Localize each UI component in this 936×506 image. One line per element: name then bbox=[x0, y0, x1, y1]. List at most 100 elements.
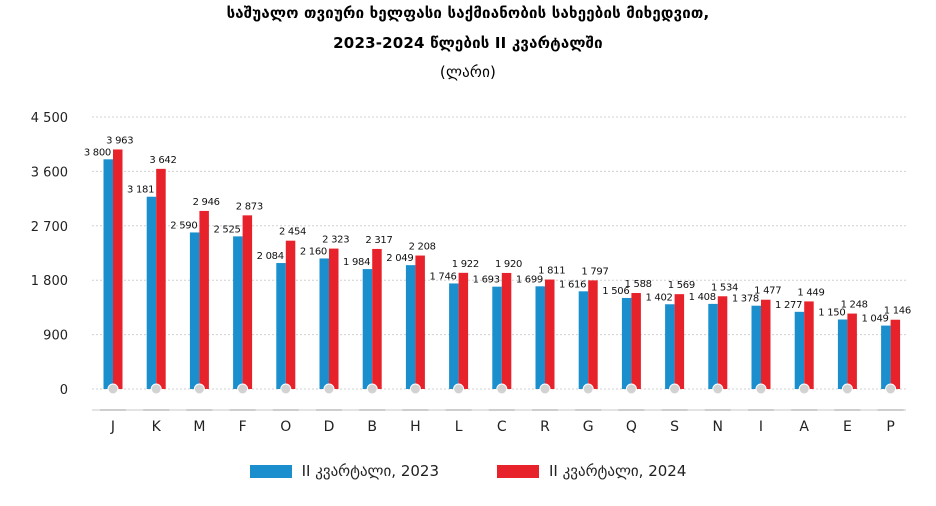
legend-swatch-2023 bbox=[249, 464, 292, 478]
y-tick-label: 3 600 bbox=[31, 165, 68, 180]
y-tick-label: 4 500 bbox=[31, 111, 68, 126]
bar-2024 bbox=[761, 299, 771, 389]
bar-2023 bbox=[665, 304, 675, 389]
category-marker bbox=[539, 383, 551, 395]
chart-unit-label: (ლარი) bbox=[439, 63, 497, 81]
bar-2024 bbox=[242, 215, 253, 389]
bar-2023 bbox=[405, 265, 416, 389]
bar-2024 bbox=[847, 313, 857, 389]
data-label-2023: 1 408 bbox=[689, 292, 716, 303]
bar-2024 bbox=[156, 168, 166, 389]
bar-2023 bbox=[146, 196, 157, 389]
bar-2024 bbox=[501, 272, 512, 389]
x-tick-label: H bbox=[410, 419, 421, 435]
category-marker bbox=[193, 383, 205, 395]
x-tick-label: D bbox=[324, 419, 335, 435]
bar-2024 bbox=[631, 293, 641, 389]
bar-2023 bbox=[881, 325, 891, 389]
y-tick-label: 2 700 bbox=[31, 220, 68, 235]
x-tick-label: C bbox=[497, 419, 507, 435]
data-label-2024: 1 797 bbox=[581, 266, 608, 277]
x-tick-label: A bbox=[799, 419, 809, 435]
data-label-2023: 2 525 bbox=[213, 224, 240, 235]
category-marker bbox=[841, 383, 853, 395]
bar-2024 bbox=[285, 240, 296, 389]
x-tick-label: M bbox=[193, 419, 205, 435]
category-marker bbox=[496, 383, 508, 395]
bar-2023 bbox=[621, 297, 632, 389]
category-marker bbox=[323, 383, 335, 395]
legend-label-2023: II კვარტალი, 2023 bbox=[301, 462, 439, 480]
data-label-2023: 1 984 bbox=[343, 257, 370, 268]
data-label-2024: 1 477 bbox=[754, 286, 781, 297]
bar-2024 bbox=[545, 279, 555, 389]
category-marker bbox=[280, 383, 292, 395]
x-tick-label: P bbox=[886, 419, 894, 435]
data-label-2023: 1 277 bbox=[775, 300, 802, 311]
bar-2023 bbox=[535, 286, 545, 389]
data-label-2024: 3 963 bbox=[106, 135, 133, 146]
data-label-2023: 1 699 bbox=[516, 274, 543, 285]
bar-2023 bbox=[578, 291, 589, 389]
data-label-2023: 1 402 bbox=[645, 292, 672, 303]
data-label-2024: 2 317 bbox=[365, 235, 392, 246]
bar-2023 bbox=[362, 269, 373, 389]
x-tick-label: L bbox=[455, 419, 463, 435]
x-tick-label: I bbox=[759, 419, 763, 435]
category-marker bbox=[712, 383, 724, 395]
category-marker bbox=[150, 383, 162, 395]
bar-2023 bbox=[794, 311, 805, 389]
bar-2024 bbox=[674, 294, 685, 389]
data-label-2024: 2 323 bbox=[322, 235, 349, 246]
data-label-2024: 1 922 bbox=[452, 259, 479, 270]
chart-title-line-1: საშუალო თვიური ხელფასი საქმიანობის სახეე… bbox=[226, 4, 710, 22]
legend-item-2023: II კვარტალი, 2023 bbox=[249, 462, 439, 480]
data-label-2023: 2 160 bbox=[300, 246, 327, 257]
bar-2023 bbox=[319, 258, 329, 389]
bar-2024 bbox=[199, 210, 209, 389]
x-tick-label: E bbox=[843, 419, 852, 435]
data-label-2023: 1 150 bbox=[818, 307, 845, 318]
data-label-2023: 1 746 bbox=[429, 271, 456, 282]
bar-2024 bbox=[372, 248, 382, 389]
data-label-2023: 1 378 bbox=[732, 294, 759, 305]
x-tick-label: B bbox=[367, 419, 377, 435]
bar-2023 bbox=[233, 236, 243, 389]
bar-2023 bbox=[103, 159, 113, 389]
data-label-2024: 1 449 bbox=[797, 287, 824, 298]
bar-2024 bbox=[717, 296, 728, 389]
x-tick-label: Q bbox=[626, 419, 637, 435]
bar-2023 bbox=[276, 263, 286, 389]
data-label-2023: 1 616 bbox=[559, 279, 586, 290]
bar-2023 bbox=[189, 232, 200, 389]
data-label-2024: 1 146 bbox=[884, 306, 911, 317]
legend-swatch-2024 bbox=[497, 464, 539, 478]
bar-2024 bbox=[804, 301, 814, 389]
category-marker bbox=[107, 383, 119, 395]
bar-2023 bbox=[837, 319, 848, 389]
data-label-2024: 1 248 bbox=[841, 300, 868, 311]
bar-2024 bbox=[113, 149, 123, 389]
x-tick-label: R bbox=[540, 419, 550, 435]
category-marker bbox=[798, 383, 810, 395]
data-label-2023: 2 590 bbox=[170, 220, 197, 231]
x-tick-label: G bbox=[583, 419, 594, 435]
data-label-2023: 1 506 bbox=[602, 286, 629, 297]
category-marker bbox=[755, 383, 767, 395]
data-label-2024: 1 588 bbox=[625, 279, 652, 290]
data-label-2023: 3 181 bbox=[127, 185, 154, 196]
category-marker bbox=[885, 383, 897, 395]
data-label-2023: 2 049 bbox=[386, 253, 413, 264]
x-tick-label: J bbox=[110, 419, 115, 435]
category-marker bbox=[453, 383, 465, 395]
category-marker bbox=[409, 383, 421, 395]
data-label-2023: 3 800 bbox=[84, 147, 111, 158]
data-label-2024: 2 454 bbox=[279, 227, 306, 238]
data-label-2024: 1 534 bbox=[711, 282, 738, 293]
data-label-2024: 1 569 bbox=[668, 280, 695, 291]
data-label-2023: 1 049 bbox=[861, 314, 888, 325]
y-tick-label: 0 bbox=[60, 383, 68, 398]
x-tick-label: F bbox=[239, 419, 247, 435]
bar-2024 bbox=[588, 280, 598, 389]
data-label-2024: 2 208 bbox=[409, 242, 436, 253]
